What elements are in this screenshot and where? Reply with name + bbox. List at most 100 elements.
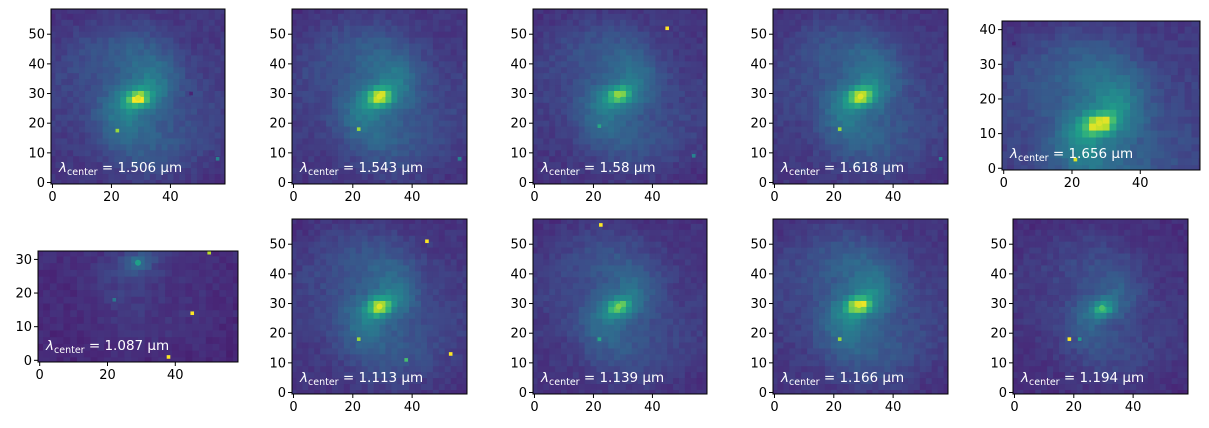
galaxy-core [1096, 120, 1103, 127]
point-source [425, 239, 429, 244]
x-tick-label: 40 [404, 190, 421, 205]
axes-frame [291, 8, 468, 185]
y-tick-label: 40 [28, 57, 45, 72]
y-tick-label: 10 [750, 356, 767, 371]
x-tick-label: 40 [1125, 400, 1142, 415]
wavelength-label: λcenter = 1.087 μm [45, 338, 169, 356]
y-tick-label: 0 [759, 176, 767, 191]
image-p4 [773, 9, 948, 184]
wavelength-value: = 1.113 μm [339, 370, 424, 386]
point-source [1012, 41, 1016, 46]
image-p7 [292, 219, 467, 394]
x-tick-label: 20 [345, 190, 362, 205]
y-tick-label: 40 [510, 57, 527, 72]
wavelength-value: = 1.087 μm [85, 338, 170, 354]
point-source [404, 358, 408, 362]
y-tick-label: 10 [269, 146, 286, 161]
y-tick-label: 30 [990, 297, 1007, 312]
wavelength-subscript: center [54, 345, 85, 356]
wavelength-label: λcenter = 1.139 μm [540, 370, 664, 388]
wavelength-subscript: center [789, 167, 820, 178]
axes-frame [291, 218, 468, 395]
x-tick-label: 40 [644, 400, 661, 415]
image-p10 [1013, 219, 1188, 394]
point-source [599, 223, 603, 227]
point-source [457, 156, 462, 161]
point-source [356, 127, 361, 131]
galaxy-core [615, 303, 622, 310]
x-tick-label: 0 [1010, 400, 1018, 415]
wavelength-subscript: center [67, 167, 98, 178]
wavelength-value: = 1.194 μm [1060, 370, 1145, 386]
axes-frame [37, 250, 239, 363]
y-tick-label: 30 [510, 297, 527, 312]
image-p9 [773, 219, 948, 394]
x-tick-label: 0 [530, 400, 538, 415]
y-tick-label: 0 [519, 386, 527, 401]
y-tick-label: 50 [510, 28, 527, 43]
y-tick-label: 0 [759, 386, 767, 401]
panel-p7: 0 20 40 0 10 20 30 40 50 λcenter = 1.113 μm [269, 218, 468, 415]
y-tick-label: 40 [990, 267, 1007, 282]
wavelength-symbol: λ [58, 160, 67, 176]
y-tick-label: 30 [510, 87, 527, 102]
y-tick-label: 20 [15, 287, 32, 302]
y-tick-label: 0 [278, 176, 286, 191]
point-source [356, 337, 361, 341]
y-tick-label: 10 [28, 146, 45, 161]
x-tick-label: 20 [1064, 176, 1081, 191]
point-source [207, 251, 211, 255]
x-tick-label: 20 [826, 400, 843, 415]
panel-p2: 0 20 40 0 10 20 30 40 50 λcenter = 1.543 μm [269, 8, 468, 205]
axes-frame [532, 218, 708, 395]
y-tick-label: 10 [510, 146, 527, 161]
y-tick-label: 30 [15, 253, 32, 268]
galaxy-core [376, 303, 383, 310]
y-tick-label: 0 [988, 162, 996, 177]
y-tick-label: 30 [28, 87, 45, 102]
y-tick-label: 20 [510, 327, 527, 342]
wavelength-symbol: λ [540, 160, 549, 176]
x-tick-label: 0 [289, 400, 297, 415]
x-tick-label: 20 [826, 190, 843, 205]
x-tick-label: 20 [345, 400, 362, 415]
y-tick-label: 40 [750, 267, 767, 282]
wavelength-label: λcenter = 1.194 μm [1020, 370, 1144, 388]
panel-p6: 0 20 40 0 10 20 30 λcenter = 1.087 μm [15, 250, 239, 383]
x-tick-label: 0 [530, 190, 538, 205]
y-tick-label: 40 [750, 57, 767, 72]
wavelength-value: = 1.139 μm [580, 370, 665, 386]
y-tick-label: 50 [750, 238, 767, 253]
galaxy-core [1098, 304, 1105, 311]
axes-frame [772, 218, 949, 395]
y-tick-label: 10 [979, 127, 996, 142]
y-tick-label: 20 [979, 92, 996, 107]
image-p3 [533, 9, 707, 184]
galaxy-core [135, 94, 141, 101]
wavelength-subscript: center [1029, 377, 1060, 388]
x-tick-label: 40 [1132, 176, 1149, 191]
y-tick-label: 50 [990, 238, 1007, 253]
image-p8 [533, 219, 707, 394]
wavelength-subscript: center [308, 167, 339, 178]
y-tick-label: 50 [28, 28, 45, 43]
y-tick-label: 30 [750, 297, 767, 312]
wavelength-subscript: center [1018, 153, 1049, 164]
y-tick-label: 30 [979, 58, 996, 73]
y-tick-label: 50 [269, 28, 286, 43]
axes-frame [1001, 20, 1201, 171]
wavelength-value: = 1.618 μm [820, 160, 905, 176]
x-tick-label: 20 [585, 190, 602, 205]
y-tick-label: 20 [510, 117, 527, 132]
wavelength-label: λcenter = 1.618 μm [780, 160, 904, 178]
point-source [448, 352, 453, 356]
point-source [837, 337, 842, 341]
y-tick-label: 40 [979, 23, 996, 38]
wavelength-symbol: λ [299, 370, 308, 386]
galaxy-core [615, 92, 622, 99]
point-source [189, 91, 193, 96]
x-tick-label: 0 [770, 400, 778, 415]
y-tick-label: 50 [510, 238, 527, 253]
wavelength-symbol: λ [1020, 370, 1029, 386]
y-tick-label: 20 [750, 117, 767, 132]
